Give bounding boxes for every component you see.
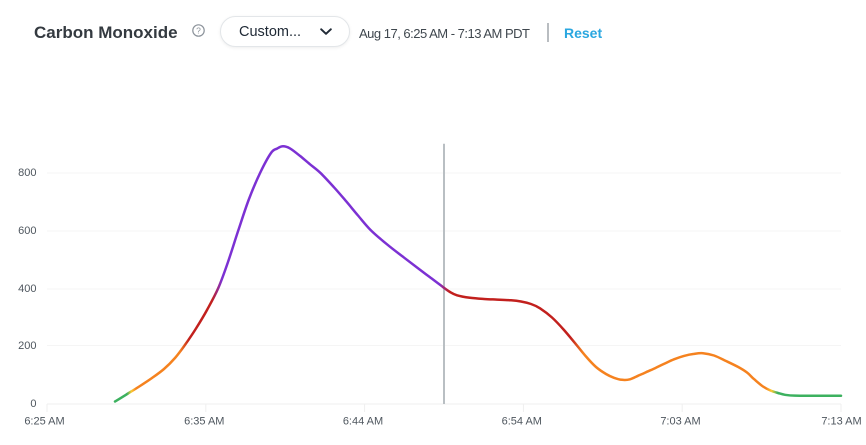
svg-text:200: 200 (18, 340, 36, 352)
svg-text:7:13 AM: 7:13 AM (821, 416, 861, 428)
svg-text:6:54 AM: 6:54 AM (502, 416, 542, 428)
svg-text:800: 800 (18, 167, 36, 179)
svg-text:6:25 AM: 6:25 AM (24, 416, 64, 428)
svg-text:400: 400 (18, 283, 36, 295)
svg-text:?: ? (196, 25, 201, 35)
svg-text:7:03 AM: 7:03 AM (660, 416, 700, 428)
svg-text:0: 0 (30, 398, 36, 410)
svg-text:6:35 AM: 6:35 AM (184, 416, 224, 428)
svg-text:6:44 AM: 6:44 AM (343, 416, 383, 428)
svg-text:600: 600 (18, 225, 36, 237)
